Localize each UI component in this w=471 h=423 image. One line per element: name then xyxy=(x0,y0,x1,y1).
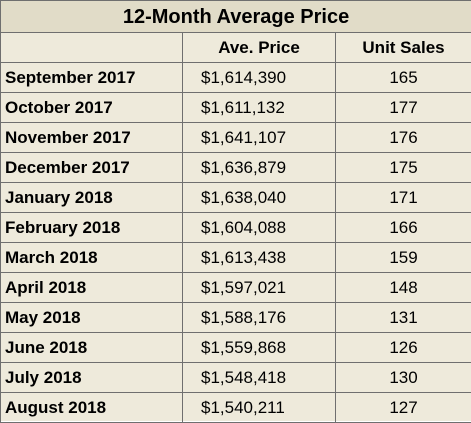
sales-cell: 148 xyxy=(336,273,471,303)
sales-cell: 131 xyxy=(336,303,471,333)
month-cell: November 2017 xyxy=(1,123,183,153)
table-row: February 2018 $1,604,088 166 xyxy=(1,213,471,243)
price-cell: $1,614,390 xyxy=(183,63,336,93)
table-row: November 2017 $1,641,107 176 xyxy=(1,123,471,153)
price-cell: $1,641,107 xyxy=(183,123,336,153)
month-cell: March 2018 xyxy=(1,243,183,273)
header-ave-price: Ave. Price xyxy=(183,33,336,63)
price-cell: $1,559,868 xyxy=(183,333,336,363)
table-row: May 2018 $1,588,176 131 xyxy=(1,303,471,333)
price-cell: $1,540,211 xyxy=(183,393,336,423)
sales-cell: 126 xyxy=(336,333,471,363)
month-cell: May 2018 xyxy=(1,303,183,333)
price-cell: $1,548,418 xyxy=(183,363,336,393)
header-month xyxy=(1,33,183,63)
month-cell: June 2018 xyxy=(1,333,183,363)
month-cell: January 2018 xyxy=(1,183,183,213)
price-cell: $1,611,132 xyxy=(183,93,336,123)
price-cell: $1,597,021 xyxy=(183,273,336,303)
table-body: September 2017 $1,614,390 165 October 20… xyxy=(1,63,471,423)
price-cell: $1,638,040 xyxy=(183,183,336,213)
sales-cell: 175 xyxy=(336,153,471,183)
sales-cell: 159 xyxy=(336,243,471,273)
table-row: April 2018 $1,597,021 148 xyxy=(1,273,471,303)
month-cell: July 2018 xyxy=(1,363,183,393)
sales-cell: 130 xyxy=(336,363,471,393)
table-row: June 2018 $1,559,868 126 xyxy=(1,333,471,363)
price-cell: $1,613,438 xyxy=(183,243,336,273)
table-row: October 2017 $1,611,132 177 xyxy=(1,93,471,123)
table-row: August 2018 $1,540,211 127 xyxy=(1,393,471,423)
price-cell: $1,588,176 xyxy=(183,303,336,333)
month-cell: April 2018 xyxy=(1,273,183,303)
month-cell: December 2017 xyxy=(1,153,183,183)
month-cell: September 2017 xyxy=(1,63,183,93)
header-unit-sales: Unit Sales xyxy=(336,33,471,63)
sales-cell: 127 xyxy=(336,393,471,423)
table-row: July 2018 $1,548,418 130 xyxy=(1,363,471,393)
sales-cell: 177 xyxy=(336,93,471,123)
price-cell: $1,636,879 xyxy=(183,153,336,183)
month-cell: August 2018 xyxy=(1,393,183,423)
table-row: September 2017 $1,614,390 165 xyxy=(1,63,471,93)
sales-cell: 166 xyxy=(336,213,471,243)
month-cell: February 2018 xyxy=(1,213,183,243)
table-title: 12-Month Average Price xyxy=(1,1,471,33)
table-row: March 2018 $1,613,438 159 xyxy=(1,243,471,273)
sales-cell: 171 xyxy=(336,183,471,213)
month-cell: October 2017 xyxy=(1,93,183,123)
header-row: Ave. Price Unit Sales xyxy=(1,33,471,63)
sales-cell: 165 xyxy=(336,63,471,93)
price-cell: $1,604,088 xyxy=(183,213,336,243)
sales-cell: 176 xyxy=(336,123,471,153)
table-row: December 2017 $1,636,879 175 xyxy=(1,153,471,183)
table-row: January 2018 $1,638,040 171 xyxy=(1,183,471,213)
title-row: 12-Month Average Price xyxy=(1,1,471,33)
